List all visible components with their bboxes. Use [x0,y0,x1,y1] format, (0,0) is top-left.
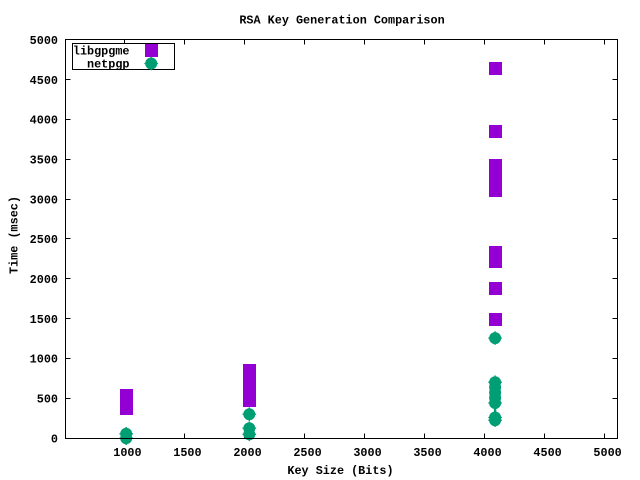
svg-text:4000: 4000 [30,114,58,128]
svg-text:4500: 4500 [533,446,561,460]
svg-text:4500: 4500 [30,74,58,88]
svg-text:1000: 1000 [113,446,141,460]
svg-text:1500: 1500 [30,313,58,327]
svg-text:3500: 3500 [30,154,58,168]
svg-text:2500: 2500 [293,446,321,460]
svg-text:500: 500 [37,393,58,407]
svg-text:1500: 1500 [173,446,201,460]
svg-text:2000: 2000 [30,273,58,287]
svg-text:netpgp: netpgp [87,58,129,72]
svg-text:3000: 3000 [30,193,58,207]
svg-text:1000: 1000 [30,353,58,367]
svg-text:4000: 4000 [473,446,501,460]
svg-text:Key Size (Bits): Key Size (Bits) [287,464,393,478]
svg-text:3000: 3000 [353,446,381,460]
svg-text:Time (msec): Time (msec) [8,196,22,274]
svg-text:2000: 2000 [233,446,261,460]
svg-text:5000: 5000 [30,34,58,48]
svg-text:0: 0 [51,432,58,446]
svg-text:5000: 5000 [593,446,621,460]
svg-text:2500: 2500 [30,233,58,247]
svg-text:libgpgme: libgpgme [73,45,130,59]
svg-text:RSA Key Generation Comparison: RSA Key Generation Comparison [239,14,444,28]
svg-text:3500: 3500 [413,446,441,460]
